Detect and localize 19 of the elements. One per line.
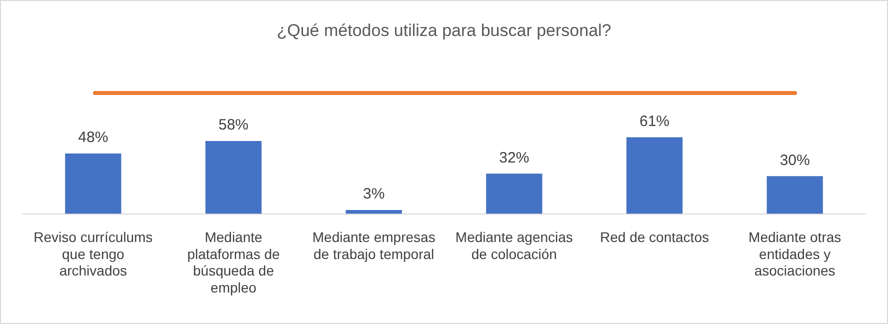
data-label: 30% [780, 152, 810, 169]
bar [205, 141, 262, 214]
x-tick-label: Mediante otras entidades y asociaciones [748, 229, 842, 279]
data-label: 32% [499, 149, 530, 166]
bar [486, 174, 542, 214]
x-tick-label: Mediante empresas de trabajo temporal [312, 229, 436, 262]
bar [766, 176, 823, 214]
chart-title: ¿Qué métodos utiliza para buscar personal? [276, 20, 612, 40]
data-label: 61% [639, 112, 670, 130]
bar [346, 210, 402, 214]
data-label: 48% [78, 129, 108, 146]
x-tick-label: Reviso currículums que tengo archivados [34, 229, 153, 279]
bar [626, 137, 683, 214]
bar [65, 154, 122, 214]
data-label: 58% [218, 116, 249, 134]
x-tick-label: Mediante plataformas de búsqueda de empleo [187, 229, 280, 296]
x-tick-label: Red de contactos [600, 229, 709, 246]
data-label: 3% [362, 186, 385, 203]
x-tick-label: Mediante agencias de colocación [455, 229, 573, 262]
